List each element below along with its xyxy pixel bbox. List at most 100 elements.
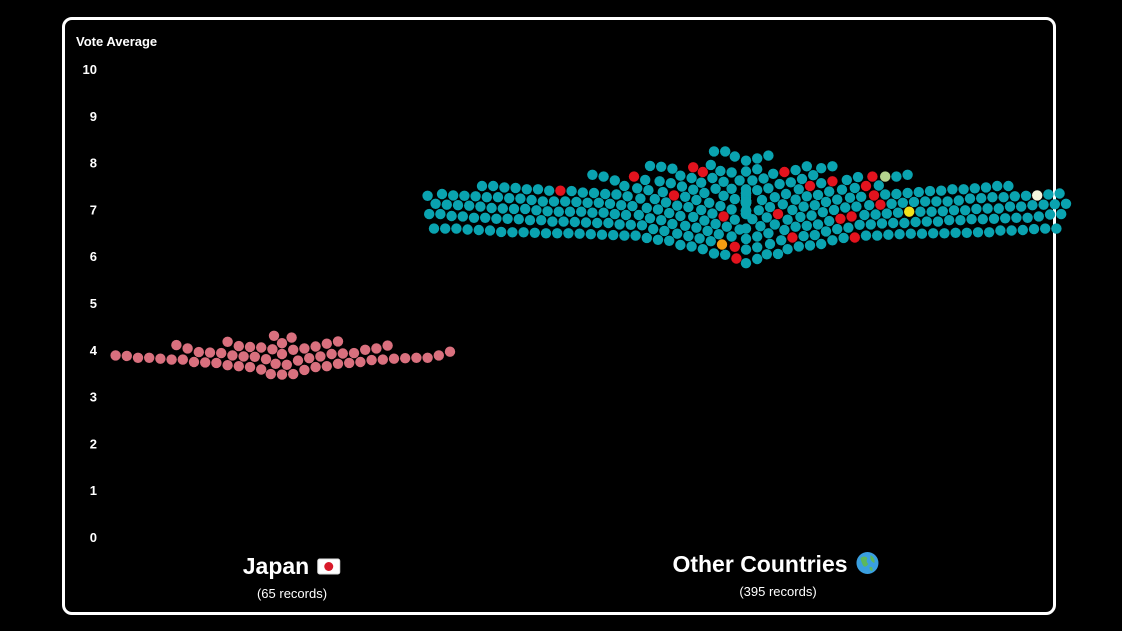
other-country-point[interactable] [686, 172, 697, 184]
other-country-point[interactable] [462, 224, 473, 235]
other-country-point[interactable] [972, 227, 984, 238]
other-country-point[interactable] [873, 180, 884, 191]
other-country-point[interactable] [988, 213, 1000, 224]
other-country-point[interactable] [521, 184, 532, 195]
other-country-point[interactable] [777, 199, 788, 210]
other-country-point[interactable] [740, 244, 752, 255]
other-country-point[interactable] [620, 209, 632, 221]
other-country-point[interactable] [856, 191, 867, 202]
other-country-point[interactable] [593, 197, 604, 208]
other-country-point[interactable] [486, 202, 497, 214]
other-country-point[interactable] [1004, 201, 1016, 212]
other-country-point[interactable] [614, 219, 625, 230]
other-country-point[interactable] [928, 228, 939, 239]
other-country-point[interactable] [716, 239, 728, 250]
other-country-point[interactable] [697, 244, 708, 255]
other-country-point[interactable] [707, 172, 718, 184]
other-country-point[interactable] [470, 191, 481, 202]
japan-point[interactable] [182, 343, 193, 354]
japan-point[interactable] [382, 340, 393, 351]
other-country-point[interactable] [585, 229, 596, 240]
other-country-point[interactable] [688, 211, 699, 223]
other-country-point[interactable] [931, 196, 942, 207]
other-country-point[interactable] [1006, 225, 1017, 236]
other-country-point[interactable] [908, 196, 920, 208]
other-country-point[interactable] [704, 197, 715, 208]
other-country-point[interactable] [707, 208, 718, 219]
other-country-point[interactable] [876, 218, 888, 229]
other-country-point[interactable] [729, 151, 740, 162]
other-country-point[interactable] [827, 176, 838, 187]
other-country-point[interactable] [627, 200, 638, 212]
other-country-point[interactable] [721, 221, 732, 232]
other-country-point[interactable] [526, 194, 537, 206]
other-country-point[interactable] [880, 171, 891, 182]
other-country-point[interactable] [958, 184, 969, 195]
other-country-point[interactable] [920, 196, 931, 207]
japan-point[interactable] [276, 369, 288, 380]
other-country-point[interactable] [835, 213, 846, 224]
other-country-point[interactable] [1032, 190, 1043, 201]
other-country-point[interactable] [950, 227, 961, 238]
other-country-point[interactable] [596, 229, 608, 240]
japan-point[interactable] [132, 352, 144, 363]
other-country-point[interactable] [787, 204, 798, 216]
other-country-point[interactable] [844, 192, 856, 203]
other-country-point[interactable] [897, 197, 908, 208]
other-country-point[interactable] [843, 222, 854, 233]
other-country-point[interactable] [729, 214, 740, 225]
other-country-point[interactable] [544, 185, 555, 196]
japan-point[interactable] [110, 350, 121, 361]
other-country-point[interactable] [531, 205, 542, 216]
other-country-point[interactable] [552, 228, 563, 239]
japan-point[interactable] [227, 350, 238, 361]
other-country-point[interactable] [664, 235, 675, 246]
other-country-point[interactable] [508, 203, 520, 215]
other-country-point[interactable] [891, 171, 902, 182]
other-country-point[interactable] [782, 244, 793, 255]
other-country-point[interactable] [648, 223, 659, 235]
other-country-point[interactable] [1027, 200, 1038, 211]
other-country-point[interactable] [764, 238, 776, 250]
other-country-point[interactable] [910, 216, 921, 228]
other-country-point[interactable] [860, 230, 872, 241]
other-country-point[interactable] [625, 219, 636, 230]
other-country-point[interactable] [817, 207, 828, 218]
other-country-point[interactable] [699, 215, 710, 226]
other-country-point[interactable] [529, 227, 540, 238]
other-country-point[interactable] [683, 201, 694, 213]
other-country-point[interactable] [924, 185, 936, 197]
other-country-point[interactable] [468, 212, 480, 223]
japan-point[interactable] [216, 347, 227, 359]
other-country-point[interactable] [808, 170, 819, 181]
japan-point[interactable] [422, 352, 433, 363]
other-country-point[interactable] [796, 173, 808, 185]
japan-point[interactable] [388, 353, 400, 364]
other-country-point[interactable] [832, 223, 843, 235]
japan-point[interactable] [188, 356, 200, 368]
other-country-point[interactable] [547, 216, 558, 227]
other-country-point[interactable] [772, 208, 784, 220]
other-country-point[interactable] [982, 203, 993, 214]
other-country-point[interactable] [888, 217, 899, 229]
other-country-point[interactable] [768, 168, 779, 179]
other-country-point[interactable] [790, 164, 801, 176]
other-country-point[interactable] [872, 230, 883, 241]
other-country-point[interactable] [809, 200, 820, 211]
other-country-point[interactable] [702, 225, 713, 237]
other-country-point[interactable] [995, 225, 1006, 236]
other-country-point[interactable] [696, 177, 707, 188]
other-country-point[interactable] [865, 219, 876, 230]
other-country-point[interactable] [569, 216, 580, 228]
japan-point[interactable] [310, 341, 321, 352]
japan-point[interactable] [315, 351, 326, 362]
japan-point[interactable] [200, 357, 211, 368]
other-country-point[interactable] [761, 212, 772, 223]
other-country-point[interactable] [640, 174, 651, 186]
other-country-point[interactable] [611, 189, 622, 200]
other-country-point[interactable] [563, 228, 574, 239]
other-country-point[interactable] [780, 188, 792, 200]
other-country-point[interactable] [1040, 223, 1051, 234]
other-country-point[interactable] [740, 166, 752, 177]
other-country-point[interactable] [553, 206, 564, 217]
